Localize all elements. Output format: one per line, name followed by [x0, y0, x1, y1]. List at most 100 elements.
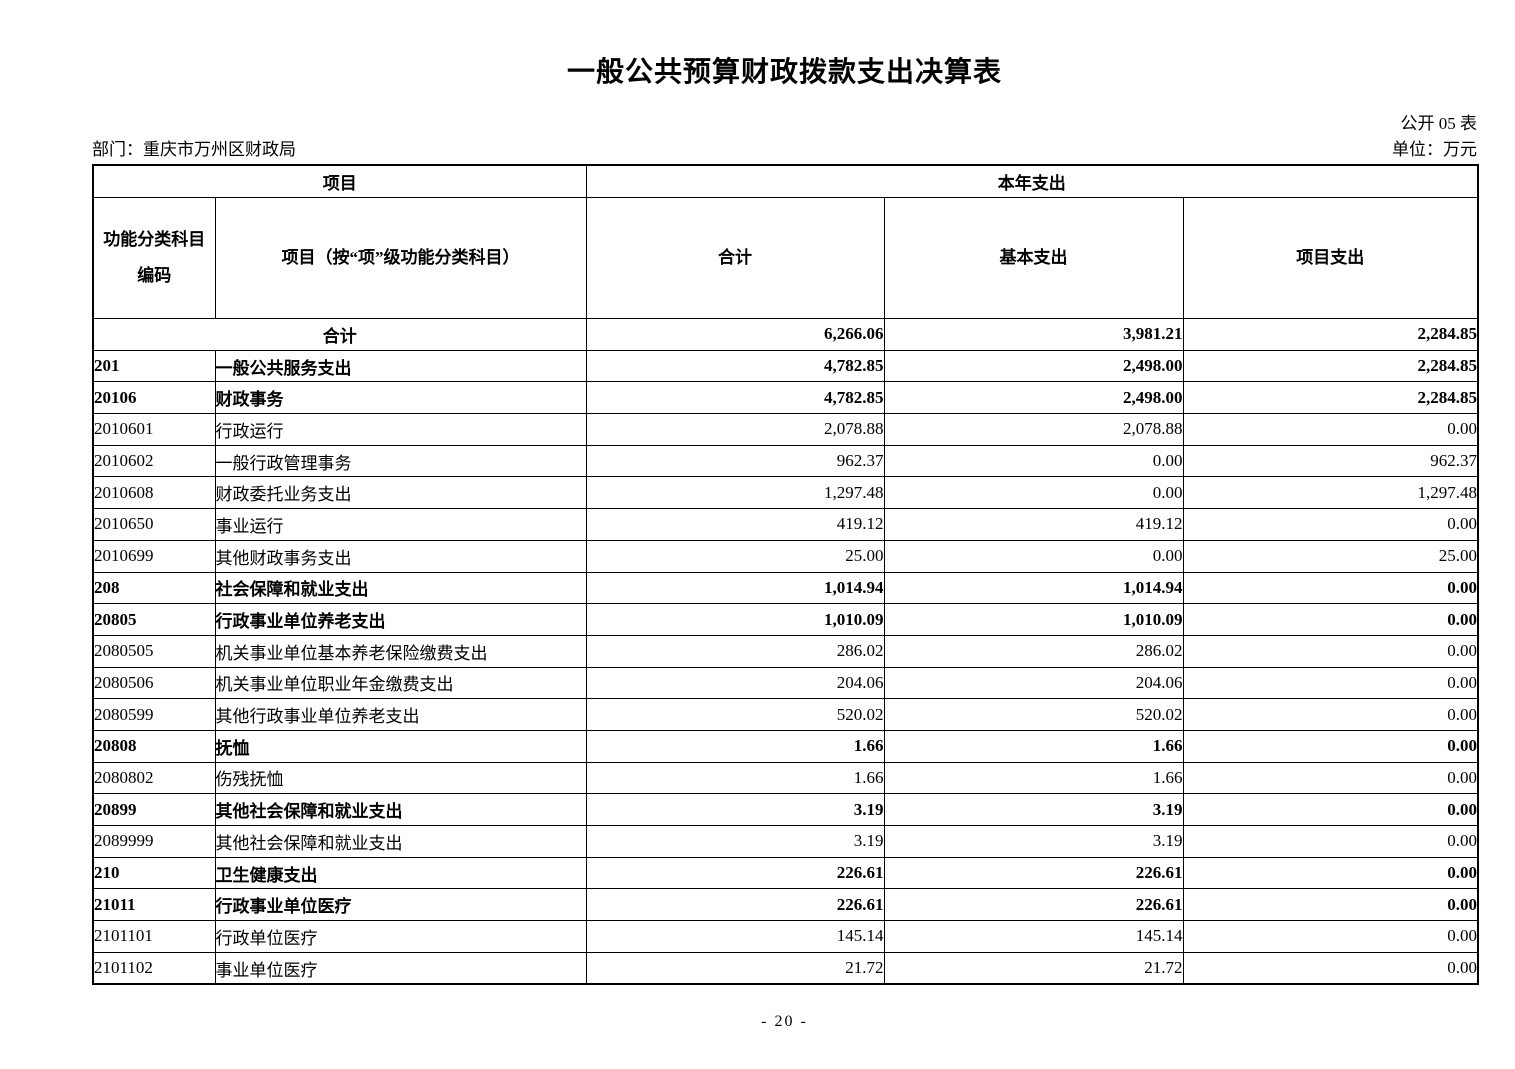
table-row: 20106 财政事务 4,782.85 2,498.00 2,284.85 — [92, 381, 1479, 415]
row-project: 0.00 — [1182, 793, 1479, 826]
row-code: 2101102 — [92, 951, 216, 985]
table-row: 20899 其他社会保障和就业支出 3.19 3.19 0.00 — [92, 793, 1479, 826]
row-code: 2089999 — [92, 825, 216, 858]
row-total: 6,266.06 — [585, 318, 885, 351]
row-name: 一般公共服务支出 — [214, 349, 587, 383]
table-row: 2101102 事业单位医疗 21.72 21.72 0.00 — [92, 951, 1479, 985]
row-project: 25.00 — [1182, 539, 1479, 573]
row-total: 25.00 — [585, 539, 885, 573]
row-basic: 1.66 — [883, 729, 1184, 763]
row-name: 行政事业单位医疗 — [214, 888, 587, 922]
row-project: 0.00 — [1182, 634, 1479, 668]
row-name: 事业运行 — [214, 508, 587, 541]
row-basic: 21.72 — [883, 951, 1184, 985]
table-row: 2080802 伤残抚恤 1.66 1.66 0.00 — [92, 761, 1479, 795]
row-total: 520.02 — [585, 698, 885, 731]
row-code: 2010608 — [92, 476, 216, 510]
header-total: 合计 — [585, 197, 885, 319]
row-total: 4,782.85 — [585, 381, 885, 415]
row-code: 20805 — [92, 603, 216, 636]
row-name: 行政事业单位养老支出 — [214, 603, 587, 636]
row-code: 210 — [92, 856, 216, 890]
row-project: 0.00 — [1182, 508, 1479, 541]
header-project-group: 项目 — [92, 164, 587, 198]
row-project: 0.00 — [1182, 413, 1479, 446]
row-name: 社会保障和就业支出 — [214, 571, 587, 605]
row-project: 0.00 — [1182, 888, 1479, 922]
header-year-expense-group: 本年支出 — [585, 164, 1479, 198]
row-project: 2,284.85 — [1182, 349, 1479, 383]
row-code: 20899 — [92, 793, 216, 826]
row-name: 机关事业单位基本养老保险缴费支出 — [214, 634, 587, 668]
row-label: 合计 — [92, 318, 587, 351]
row-basic: 2,498.00 — [883, 381, 1184, 415]
table-row: 合计 6,266.06 3,981.21 2,284.85 — [92, 318, 1479, 351]
row-total: 3.19 — [585, 825, 885, 858]
table-row: 2010602 一般行政管理事务 962.37 0.00 962.37 — [92, 444, 1479, 478]
row-project: 0.00 — [1182, 951, 1479, 985]
row-basic: 2,498.00 — [883, 349, 1184, 383]
row-basic: 419.12 — [883, 508, 1184, 541]
table-row: 2010608 财政委托业务支出 1,297.48 0.00 1,297.48 — [92, 476, 1479, 510]
row-total: 286.02 — [585, 634, 885, 668]
row-code: 2010699 — [92, 539, 216, 573]
row-project: 0.00 — [1182, 856, 1479, 890]
table-row: 2010699 其他财政事务支出 25.00 0.00 25.00 — [92, 539, 1479, 573]
row-name: 行政单位医疗 — [214, 920, 587, 953]
table-row: 208 社会保障和就业支出 1,014.94 1,014.94 0.00 — [92, 571, 1479, 605]
header-basic: 基本支出 — [883, 197, 1184, 319]
row-basic: 145.14 — [883, 920, 1184, 953]
row-total: 419.12 — [585, 508, 885, 541]
row-name: 机关事业单位职业年金缴费支出 — [214, 666, 587, 700]
row-project: 2,284.85 — [1182, 318, 1479, 351]
row-name: 抚恤 — [214, 729, 587, 763]
row-total: 21.72 — [585, 951, 885, 985]
header-columns-row: 功能分类科目 编码 项目（按“项”级功能分类科目） 合计 基本支出 项目支出 — [92, 197, 1479, 319]
row-basic: 1.66 — [883, 761, 1184, 795]
row-basic: 204.06 — [883, 666, 1184, 700]
row-basic: 3,981.21 — [883, 318, 1184, 351]
row-name: 其他社会保障和就业支出 — [214, 825, 587, 858]
row-code: 2010602 — [92, 444, 216, 478]
row-code: 2080599 — [92, 698, 216, 731]
row-project: 962.37 — [1182, 444, 1479, 478]
row-total: 1.66 — [585, 729, 885, 763]
row-name: 行政运行 — [214, 413, 587, 446]
row-basic: 1,014.94 — [883, 571, 1184, 605]
row-basic: 0.00 — [883, 444, 1184, 478]
table-row: 201 一般公共服务支出 4,782.85 2,498.00 2,284.85 — [92, 349, 1479, 383]
row-name: 伤残抚恤 — [214, 761, 587, 795]
row-basic: 3.19 — [883, 793, 1184, 826]
row-project: 0.00 — [1182, 698, 1479, 731]
page-number: - 20 - — [761, 1013, 808, 1031]
page-title: 一般公共预算财政拨款支出决算表 — [566, 57, 1002, 88]
table-row: 2080506 机关事业单位职业年金缴费支出 204.06 204.06 0.00 — [92, 666, 1479, 700]
row-basic: 1,010.09 — [883, 603, 1184, 636]
row-basic: 520.02 — [883, 698, 1184, 731]
row-total: 226.61 — [585, 888, 885, 922]
table-row: 21011 行政事业单位医疗 226.61 226.61 0.00 — [92, 888, 1479, 922]
table-row: 2010601 行政运行 2,078.88 2,078.88 0.00 — [92, 413, 1479, 446]
row-name: 卫生健康支出 — [214, 856, 587, 890]
row-name: 其他社会保障和就业支出 — [214, 793, 587, 826]
row-total: 1,010.09 — [585, 603, 885, 636]
row-basic: 2,078.88 — [883, 413, 1184, 446]
row-project: 2,284.85 — [1182, 381, 1479, 415]
row-code: 208 — [92, 571, 216, 605]
form-number-label: 公开 05 表 — [1400, 114, 1478, 133]
row-basic: 226.61 — [883, 856, 1184, 890]
row-code: 20808 — [92, 729, 216, 763]
expenditure-table: 项目 本年支出 功能分类科目 编码 项目（按“项”级功能分类科目） 合计 基本支… — [92, 164, 1480, 986]
department-label: 部门：重庆市万州区财政局 — [92, 140, 296, 159]
row-project: 0.00 — [1182, 825, 1479, 858]
row-total: 962.37 — [585, 444, 885, 478]
row-name: 财政委托业务支出 — [214, 476, 587, 510]
row-code: 21011 — [92, 888, 216, 922]
table-row: 2089999 其他社会保障和就业支出 3.19 3.19 0.00 — [92, 825, 1479, 858]
row-total: 3.19 — [585, 793, 885, 826]
row-project: 0.00 — [1182, 666, 1479, 700]
row-total: 145.14 — [585, 920, 885, 953]
row-code: 2080505 — [92, 634, 216, 668]
page-content: 一般公共预算财政拨款支出决算表 公开 05 表 部门：重庆市万州区财政局 单位：… — [92, 0, 1480, 1031]
row-basic: 0.00 — [883, 539, 1184, 573]
